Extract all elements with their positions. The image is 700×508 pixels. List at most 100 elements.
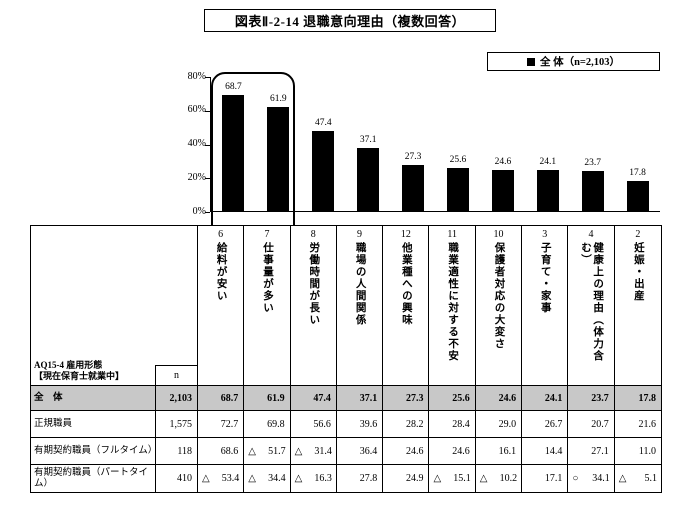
value-text: 10.2 [499, 473, 518, 484]
bar [491, 169, 514, 211]
bar [222, 95, 245, 211]
n-value-cell: 1,575 [156, 411, 198, 438]
table-value-cell: 28.2 [383, 411, 430, 438]
table-value-cell: △ 15.1 [429, 465, 476, 492]
significance-symbol: △ [248, 445, 256, 457]
bar-value-label: 25.6 [449, 154, 467, 165]
column-label: 職場の人間関係 [354, 242, 366, 326]
significance-symbol: △ [202, 473, 210, 484]
bar-column: 24.6 [480, 77, 525, 211]
table-value-cell: 24.6 [475, 386, 523, 411]
table-value-cell: 24.9 [383, 465, 430, 492]
column-label: 妊娠・出産 [632, 242, 644, 302]
table-value-cell: 36.4 [336, 438, 384, 465]
column-label: 保護者対応の大変さ [493, 242, 505, 350]
row-label: 有期契約職員（パートタイム） [31, 465, 156, 492]
column-label: 給料が安い [215, 242, 227, 302]
value-text: 16.3 [314, 473, 332, 484]
significance-symbol: △ [294, 445, 303, 457]
column-label-wrap: 妊娠・出産 [615, 241, 661, 385]
column-label: 健康上の理由（体力含む） [580, 242, 604, 362]
column-label-wrap: 仕事量が多い [244, 241, 289, 385]
bar-column: 23.7 [570, 77, 615, 211]
column-label-wrap: 子育て・家事 [522, 241, 567, 385]
value-text: 31.4 [314, 445, 332, 457]
table-value-cell: 20.7 [568, 411, 615, 438]
column-label-wrap: 職業適性に対する不安 [429, 241, 474, 385]
table-value-cell: 14.4 [522, 438, 569, 465]
legend: 全 体（n=2,103） [487, 52, 660, 71]
column-header: 2 妊娠・出産 [614, 226, 661, 386]
table-value-cell: 39.6 [336, 411, 384, 438]
survey-question-label: AQ15-4 雇用形態 【現在保育士就業中】 [34, 360, 124, 383]
table-value-cell: 72.7 [198, 411, 245, 438]
n-value-cell: 118 [156, 438, 198, 465]
value-text: 51.7 [268, 445, 286, 457]
y-axis-tick [205, 77, 210, 78]
table-value-cell: 27.1 [568, 438, 615, 465]
bar [357, 148, 380, 211]
bar-column: 24.1 [525, 77, 570, 211]
table-value-cell: 17.1 [522, 465, 569, 492]
table-value-cell: 24.6 [429, 438, 476, 465]
bar-column: 37.1 [346, 77, 391, 211]
table-value-cell: 11.0 [614, 438, 661, 465]
column-label: 職業適性に対する不安 [447, 242, 459, 362]
table-value-cell: △ 31.4 [290, 438, 337, 465]
y-axis-label: 60% [187, 104, 206, 116]
y-axis-tick [205, 178, 210, 180]
plot-area: 68.7 61.9 47.4 37.1 27.3 25.6 24.6 24.1 23.7 17.8 [210, 77, 660, 212]
n-value-cell: 410 [156, 465, 198, 492]
column-header: 9 職場の人間関係 [336, 226, 384, 386]
column-label-wrap: 給料が安い [198, 241, 243, 385]
survey-question-line1: AQ15-4 雇用形態 [34, 359, 103, 370]
table-value-cell: 68.7 [198, 386, 245, 411]
column-number: 12 [400, 229, 411, 240]
bar [267, 106, 290, 211]
column-number: 2 [635, 229, 641, 240]
bar-column: 17.8 [615, 77, 660, 211]
bar-column: 68.7 [211, 77, 256, 211]
table-value-cell: 47.4 [290, 386, 337, 411]
data-table: AQ15-4 雇用形態 【現在保育士就業中】 n 6 給料が安い 7 仕事量が多い 8 労… [30, 225, 662, 493]
table-value-cell: 61.9 [244, 386, 291, 411]
table-value-cell: ○ 34.1 [568, 465, 615, 492]
bar [581, 171, 604, 211]
bar-value-label: 47.4 [314, 118, 332, 129]
n-value-cell: 2,103 [156, 386, 198, 411]
column-number: 3 [542, 229, 548, 240]
table-value-cell: 28.4 [429, 411, 476, 438]
column-number: 7 [264, 229, 270, 240]
y-axis-tick [205, 212, 210, 213]
bar [446, 167, 469, 211]
significance-symbol: △ [248, 473, 256, 484]
row-label: 全 体 [31, 386, 156, 411]
bar-column: 25.6 [436, 77, 481, 211]
table-value-cell: 27.3 [383, 386, 430, 411]
y-axis-tick [205, 110, 210, 112]
column-header: 3 子育て・家事 [522, 226, 569, 386]
bar-column: 27.3 [391, 77, 436, 211]
table-value-cell: 26.7 [522, 411, 569, 438]
column-header: 4 健康上の理由（体力含む） [568, 226, 615, 386]
table-value-cell: 27.8 [337, 465, 384, 492]
bar [402, 164, 425, 211]
bar [312, 131, 335, 211]
column-number: 9 [357, 229, 363, 240]
y-axis-label: 20% [187, 171, 206, 183]
bar-value-label: 27.3 [404, 151, 422, 162]
y-axis-label: 80% [187, 70, 206, 82]
column-number: 6 [218, 229, 224, 240]
significance-symbol: △ [433, 473, 442, 484]
bar-value-label: 23.7 [584, 158, 602, 169]
bar [536, 170, 559, 211]
bar-value-label: 17.8 [629, 167, 646, 178]
table-value-cell: 21.6 [614, 411, 661, 438]
value-text: 34.4 [268, 473, 286, 484]
significance-symbol: ○ [572, 473, 579, 484]
table-value-cell: 17.8 [614, 386, 661, 411]
bar-value-label: 61.9 [270, 93, 287, 104]
column-header: 6 給料が安い [198, 226, 245, 386]
